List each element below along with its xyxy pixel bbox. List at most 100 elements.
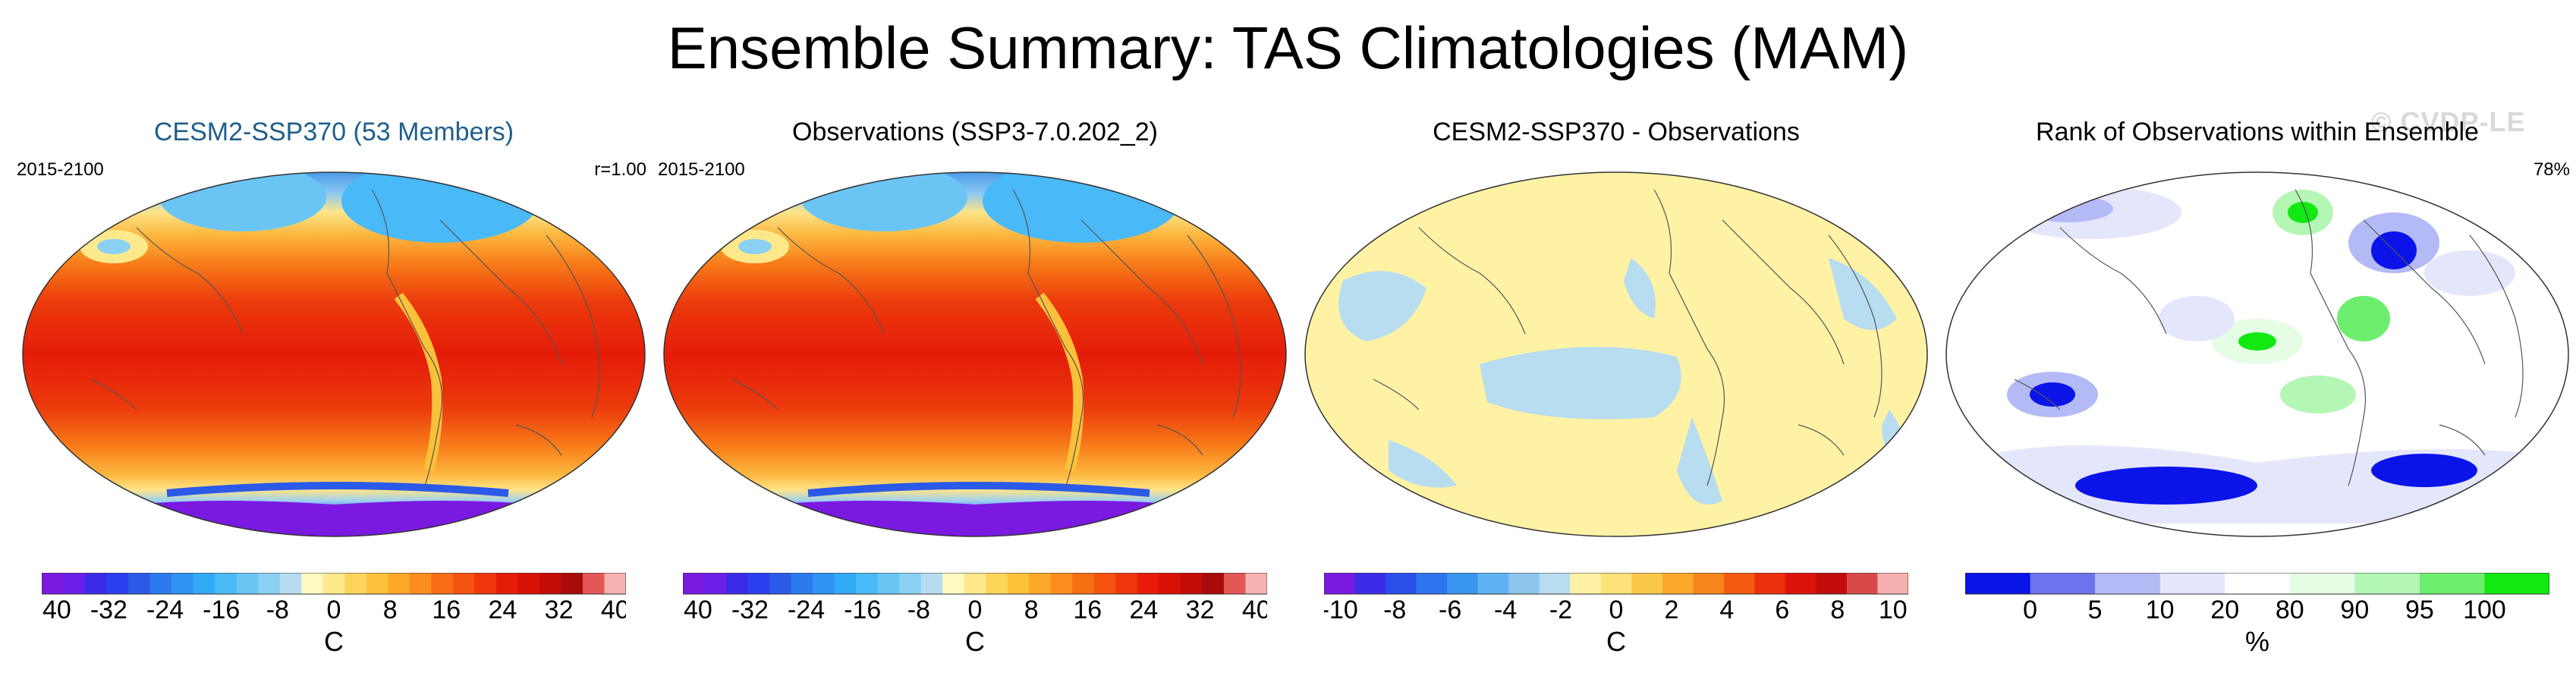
colorbar-swatch <box>2354 573 2420 594</box>
colorbar-tick-label: -4 <box>1494 596 1517 624</box>
colorbar-swatch <box>1050 573 1073 594</box>
colorbar-swatch <box>1324 573 1356 594</box>
colorbar-difference: -10 -8 -6 -4 -2 0 2 4 6 8 10 C <box>1324 573 1908 657</box>
colorbar-swatch <box>1508 573 1540 594</box>
colorbar-tick-label: 0 <box>2023 596 2037 624</box>
colorbar-swatch <box>1245 573 1267 594</box>
colorbar-swatch <box>582 573 605 594</box>
pattern-correlation-label: r=1.00 <box>594 159 646 180</box>
colorbar-tick-label: 95 <box>2405 596 2434 624</box>
colorbar-swatch <box>2095 573 2161 594</box>
tas-difference-map <box>1304 171 1928 537</box>
colorbar-swatch <box>1029 573 1052 594</box>
colorbar-tick-label: -32 <box>731 596 769 624</box>
colorbar-obs: -40 -32 -24 -16 -8 0 8 16 24 32 40 C <box>683 573 1267 657</box>
colorbar-swatch <box>1072 573 1095 594</box>
colorbar-swatch <box>1115 573 1138 594</box>
colorbar-swatch <box>2484 573 2549 594</box>
colorbar-frame <box>1965 573 2549 595</box>
colorbar-tick-label: 6 <box>1775 596 1789 624</box>
colorbar-swatch <box>769 573 792 594</box>
colorbar-tick-label: 40 <box>1242 596 1267 624</box>
colorbar-swatch <box>539 573 561 594</box>
colorbar-model-svg: -40 -32 -24 -16 -8 0 8 16 24 32 40 <box>42 573 626 624</box>
colorbar-swatch <box>106 573 129 594</box>
colorbar-swatch <box>1723 573 1755 594</box>
colorbar-swatch <box>1223 573 1246 594</box>
panel-title: Observations (SSP3-7.0.202_2) <box>792 118 1158 146</box>
colorbar-swatch <box>1846 573 1878 594</box>
colorbar-swatch <box>193 573 215 594</box>
colorbar-swatch <box>258 573 281 594</box>
figure-title: Ensemble Summary: TAS Climatologies (MAM… <box>667 14 1909 81</box>
period-label: 2015-2100 <box>17 159 104 180</box>
colorbar-swatch <box>388 573 410 594</box>
colorbar-rank: 0 5 10 20 80 90 95 100 % <box>1965 573 2549 657</box>
colorbar-tick-label: -10 <box>1324 596 1358 624</box>
colorbar-tick-label: -16 <box>203 596 240 624</box>
colorbar-swatch <box>1180 573 1203 594</box>
colorbar-swatch <box>2225 573 2291 594</box>
colorbar-swatch <box>344 573 367 594</box>
panel-rank: Rank of Observations within Ensemble 78% <box>1939 118 2576 542</box>
colorbar-swatch <box>942 573 965 594</box>
colorbar-tick-label: -24 <box>146 596 184 624</box>
colorbar-tick-label: 80 <box>2276 596 2304 624</box>
colorbar-swatch <box>986 573 1008 594</box>
colorbar-swatch <box>856 573 879 594</box>
colorbar-tick-label: 16 <box>432 596 461 624</box>
colorbar-tick-label: -40 <box>683 596 712 624</box>
panel-title: Rank of Observations within Ensemble <box>2036 118 2479 146</box>
colorbar-swatch <box>2030 573 2096 594</box>
colorbar-unit: C <box>324 626 344 657</box>
colorbar-swatch <box>236 573 259 594</box>
colorbar-unit: % <box>2244 626 2269 657</box>
colorbar-tick-label: -16 <box>844 596 881 624</box>
colorbar-swatch <box>301 573 324 594</box>
colorbar-tick-label: 8 <box>1830 596 1845 624</box>
colorbar-swatch <box>1093 573 1116 594</box>
colorbar-unit: C <box>965 626 985 657</box>
colorbar-swatch <box>128 573 151 594</box>
colorbar-swatch <box>409 573 432 594</box>
colorbar-swatch <box>1816 573 1848 594</box>
colorbar-obs-svg: -40 -32 -24 -16 -8 0 8 16 24 32 40 <box>683 573 1267 624</box>
colorbar-swatch <box>1137 573 1159 594</box>
colorbar-swatch <box>1631 573 1663 594</box>
colorbar-swatch <box>85 573 108 594</box>
panel-difference: CESM2-SSP370 - Observations <box>1297 118 1935 542</box>
colorbar-tick-label: 100 <box>2463 596 2506 624</box>
colorbar-swatch <box>1877 573 1908 594</box>
colorbar-tick-label: 8 <box>383 596 398 624</box>
colorbar-swatch <box>42 573 64 594</box>
colorbar-swatch <box>1965 573 2031 594</box>
colorbar-frame <box>1324 573 1908 595</box>
colorbar-tick-label: -40 <box>42 596 71 624</box>
colorbar-swatch <box>215 573 237 594</box>
colorbar-tick-label: -8 <box>1383 596 1406 624</box>
colorbar-tick-label: 5 <box>2088 596 2103 624</box>
colorbar-swatch <box>813 573 835 594</box>
colorbar-tick-label: 0 <box>327 596 341 624</box>
colorbar-tick-label: 24 <box>1130 596 1159 624</box>
colorbar-swatch <box>474 573 497 594</box>
colorbar-swatch <box>517 573 540 594</box>
colorbar-swatch <box>747 573 770 594</box>
colorbar-model: -40 -32 -24 -16 -8 0 8 16 24 32 40 C <box>42 573 626 657</box>
colorbar-swatch <box>2289 573 2355 594</box>
colorbar-tick-label: 32 <box>1186 596 1215 624</box>
colorbar-swatch <box>834 573 857 594</box>
colorbar-frame <box>683 573 1267 595</box>
tas-map-observations <box>663 171 1287 537</box>
panel-obs-climatology: Observations (SSP3-7.0.202_2) 2015-2100 <box>656 118 1294 542</box>
colorbar-swatch <box>1159 573 1181 594</box>
colorbar-swatch <box>1570 573 1602 594</box>
colorbar-swatch <box>1386 573 1417 594</box>
colorbar-unit: C <box>1606 626 1626 657</box>
colorbar-swatch <box>561 573 583 594</box>
panel-model-climatology: CESM2-SSP370 (53 Members) 2015-2100 r=1.… <box>15 118 653 542</box>
colorbar-swatch <box>899 573 922 594</box>
colorbar-swatch <box>1447 573 1479 594</box>
watermark: © CVDP-LE <box>2371 106 2526 137</box>
tas-map-model <box>22 171 646 537</box>
